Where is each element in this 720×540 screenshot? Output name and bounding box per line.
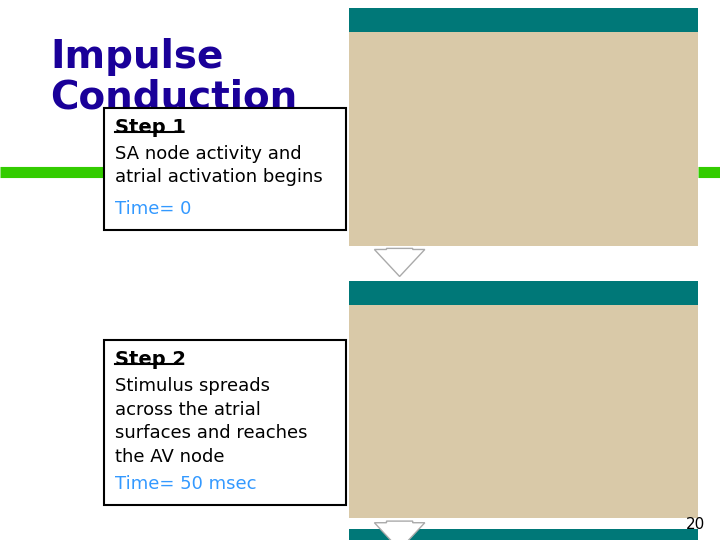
Text: Time= 0: Time= 0 bbox=[115, 200, 192, 218]
Bar bbox=[349, 281, 698, 305]
FancyBboxPatch shape bbox=[104, 340, 346, 505]
Bar bbox=[349, 8, 698, 32]
Bar bbox=[349, 529, 698, 540]
FancyBboxPatch shape bbox=[104, 108, 346, 230]
Polygon shape bbox=[374, 248, 425, 276]
Text: Time= 50 msec: Time= 50 msec bbox=[115, 475, 257, 493]
Text: 20: 20 bbox=[686, 517, 706, 532]
Text: Impulse
Conduction: Impulse Conduction bbox=[50, 38, 297, 117]
Bar bbox=[349, 32, 698, 246]
Polygon shape bbox=[374, 521, 425, 540]
Text: SA node activity and
atrial activation begins: SA node activity and atrial activation b… bbox=[115, 145, 323, 186]
Text: Step 2: Step 2 bbox=[115, 350, 186, 369]
Text: Stimulus spreads
across the atrial
surfaces and reaches
the AV node: Stimulus spreads across the atrial surfa… bbox=[115, 377, 307, 465]
Text: Step 1: Step 1 bbox=[115, 118, 186, 137]
Bar bbox=[349, 305, 698, 518]
